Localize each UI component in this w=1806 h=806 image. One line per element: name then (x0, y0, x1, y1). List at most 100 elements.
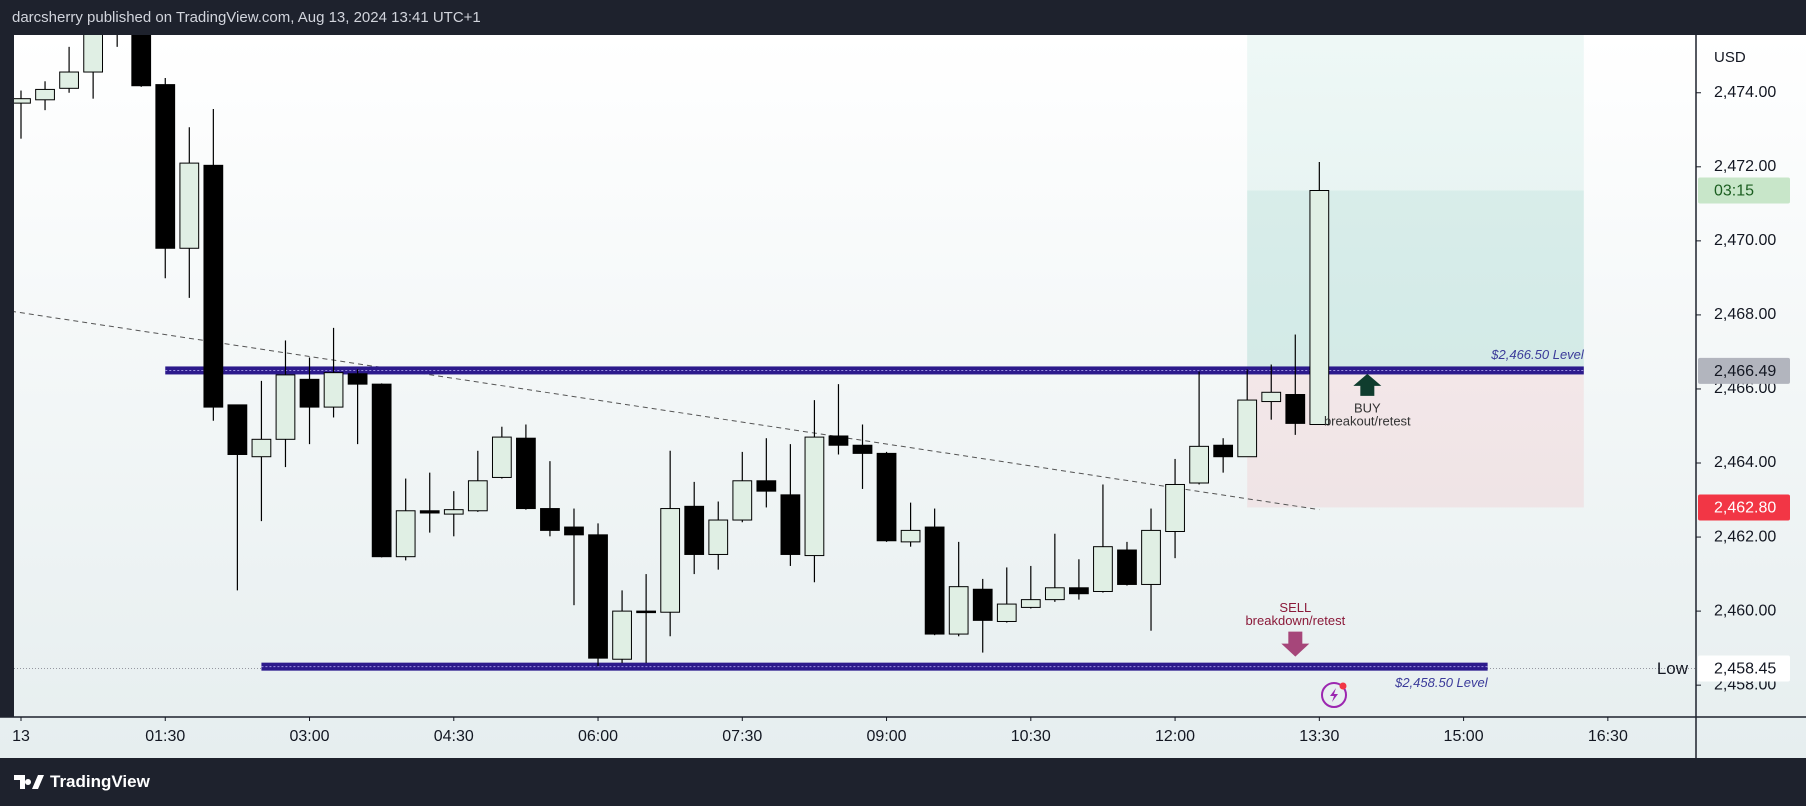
footer: TradingView (0, 758, 1806, 806)
candle-body-up (59, 71, 79, 89)
candle-body-down (371, 383, 392, 558)
candle-body-up (467, 480, 488, 512)
chart: $2,466.50 Level $2,458.50 Level BUYbreakou… (0, 35, 1806, 758)
candle-body-up (900, 529, 921, 543)
candle-body-up (1309, 190, 1330, 426)
entry-price-label: 2,466.49 (1714, 363, 1776, 380)
buy-sublabel: breakout/retest (1324, 413, 1411, 428)
low-price-label: 2,458.45 (1714, 661, 1776, 678)
candle-body-down (1213, 444, 1234, 458)
y-tick-label: 2,474.00 (1714, 84, 1776, 101)
candle-body-down (347, 373, 368, 385)
sell-label: SELL (1279, 600, 1311, 615)
buy-arrow (1353, 373, 1382, 396)
candle-body-up (1044, 587, 1065, 601)
x-tick-label: 09:00 (867, 728, 907, 745)
x-tick-label: 13:30 (1299, 728, 1339, 745)
axes: 2,458.002,460.002,462.002,464.002,466.00… (12, 84, 1790, 745)
candle-body-up (1189, 445, 1209, 484)
candle-body-up (660, 508, 681, 613)
candle-body-up (83, 35, 104, 73)
sell-sublabel: breakdown/retest (1245, 613, 1345, 628)
candle-body-down (852, 444, 873, 454)
x-tick-label: 10:30 (1011, 728, 1051, 745)
candle-body-up (948, 586, 969, 635)
profit-fill (1247, 190, 1584, 371)
left-border (0, 35, 14, 717)
brand-logo (14, 775, 44, 789)
candle-body-down (227, 404, 248, 455)
candle-body-up (1237, 399, 1258, 458)
low-text: Low (1657, 659, 1689, 678)
candle-body-up (1141, 529, 1161, 585)
candle-body-down (1285, 394, 1306, 424)
candle-body-down (540, 508, 560, 531)
brand-name: TradingView (50, 772, 150, 791)
y-tick-label: 2,466.00 (1714, 380, 1776, 397)
candle-body-up (395, 510, 416, 558)
candle-body-up (491, 436, 512, 478)
x-tick-label: 15:00 (1444, 728, 1484, 745)
candle-body-down (131, 35, 152, 87)
candle-body-down (636, 610, 656, 614)
candle-body-down (419, 510, 440, 514)
candle-body-down (516, 437, 536, 510)
candle-body-up (708, 519, 729, 555)
candle-body-down (972, 588, 993, 621)
candle-body-down (1117, 549, 1137, 585)
candle-body-up (323, 372, 344, 408)
y-tick-label: 2,462.00 (1714, 528, 1776, 545)
candle-body-down (828, 435, 849, 446)
low-price-label-box (1698, 655, 1790, 682)
y-tick-label: 2,464.00 (1714, 454, 1776, 471)
candle-body-up (14, 98, 31, 104)
alert-icon (1321, 682, 1347, 708)
level-label: $2,466.50 Level (1490, 347, 1585, 362)
candle-body-up (1261, 391, 1282, 403)
candle-body-up (275, 374, 296, 440)
y-tick-label: 2,460.00 (1714, 602, 1776, 619)
candle-body-down (564, 526, 584, 536)
y-tick-label: 2,468.00 (1714, 306, 1776, 323)
candle-body-down (924, 526, 945, 635)
candle-body-up (179, 162, 200, 249)
header: darcsherry published on TradingView.com,… (0, 0, 1806, 35)
x-tick-label: 03:00 (289, 728, 329, 745)
x-tick-label: 06:00 (578, 728, 618, 745)
target-zone (1247, 35, 1584, 371)
candle-body-up (1165, 483, 1185, 533)
candle-body-down (155, 84, 176, 249)
candle-body-up (804, 436, 825, 557)
buy-label: BUY (1354, 400, 1381, 415)
candle-body-up (732, 480, 753, 521)
stop-price-label-box (1698, 494, 1790, 521)
entry-price-label-box (1698, 357, 1790, 384)
candle-body-down (876, 452, 897, 542)
candle-body-up (251, 438, 272, 458)
candle-body-down (684, 505, 705, 555)
x-tick-label: 07:30 (722, 728, 762, 745)
candle-body-up (612, 610, 632, 660)
countdown-label: 03:15 (1714, 183, 1754, 200)
y-tick-label: 2,470.00 (1714, 232, 1776, 249)
stop-zone (1247, 370, 1584, 508)
candle-body-down (203, 164, 224, 408)
x-tick-label: 01:30 (145, 728, 185, 745)
currency-label: USD (1714, 49, 1746, 66)
countdown-label-box (1698, 177, 1790, 204)
candle-body-up (443, 509, 464, 515)
candle-body-up (35, 88, 55, 101)
y-tick-label: 2,472.00 (1714, 158, 1776, 175)
stop-price-label: 2,462.80 (1714, 500, 1776, 517)
candle-body-up (1093, 546, 1113, 592)
level-label: $2,458.50 Level (1394, 675, 1489, 690)
candle-body-down (780, 494, 801, 555)
candle-body-down (1069, 587, 1089, 595)
trendline (14, 311, 1320, 511)
candle-body-down (756, 480, 777, 492)
x-tick-label: 13 (12, 728, 30, 745)
candle-body-down (588, 534, 608, 659)
candle-body-down (299, 378, 320, 408)
x-tick-label: 12:00 (1155, 728, 1195, 745)
